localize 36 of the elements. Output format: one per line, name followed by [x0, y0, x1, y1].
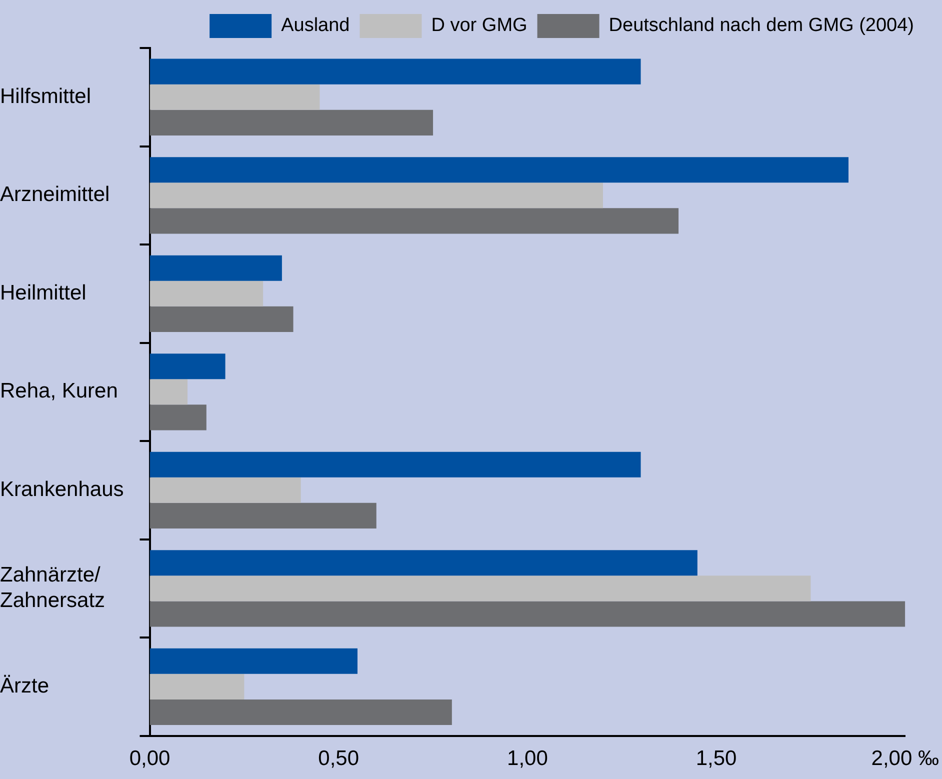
bar — [150, 306, 294, 332]
bar — [150, 699, 452, 725]
bar — [150, 280, 264, 306]
bar — [150, 84, 320, 110]
bar — [150, 674, 244, 700]
bar — [150, 157, 848, 183]
bar — [150, 58, 641, 84]
y-tick-label: Hilfsmittel — [0, 84, 92, 108]
x-tick-label: 1,00 — [507, 747, 548, 770]
y-tick-label: Heilmittel — [0, 281, 86, 304]
bar — [150, 576, 811, 602]
x-tick-label: 1,50 — [696, 747, 737, 770]
bar — [150, 648, 358, 674]
y-tick-label: Arzneimittel — [0, 183, 110, 206]
x-tick-label: 0,50 — [318, 747, 360, 770]
legend-label: Ausland — [281, 15, 350, 36]
bar — [150, 601, 906, 627]
y-tick-label: Ärzte — [0, 674, 50, 698]
legend-label: Deutschland nach dem GMG (2004) — [608, 15, 914, 36]
bar — [150, 502, 376, 528]
y-tick-label: Zahnärzte/Zahnersatz — [0, 564, 106, 612]
y-tick-label: Reha, Kuren — [0, 380, 118, 403]
bar — [150, 182, 603, 208]
bar — [150, 255, 282, 281]
bar — [150, 110, 434, 136]
bar — [150, 354, 226, 380]
bar — [150, 404, 206, 430]
bar — [150, 208, 679, 234]
bar — [150, 550, 698, 576]
x-tick-label: 0,00 — [129, 747, 170, 770]
bar — [150, 379, 188, 405]
bar — [150, 452, 641, 478]
bar — [150, 477, 301, 503]
x-tick-label: 2,00 ‰ — [871, 747, 940, 770]
y-tick-label: Krankenhaus — [0, 478, 124, 501]
legend-label: D vor GMG — [431, 15, 528, 36]
